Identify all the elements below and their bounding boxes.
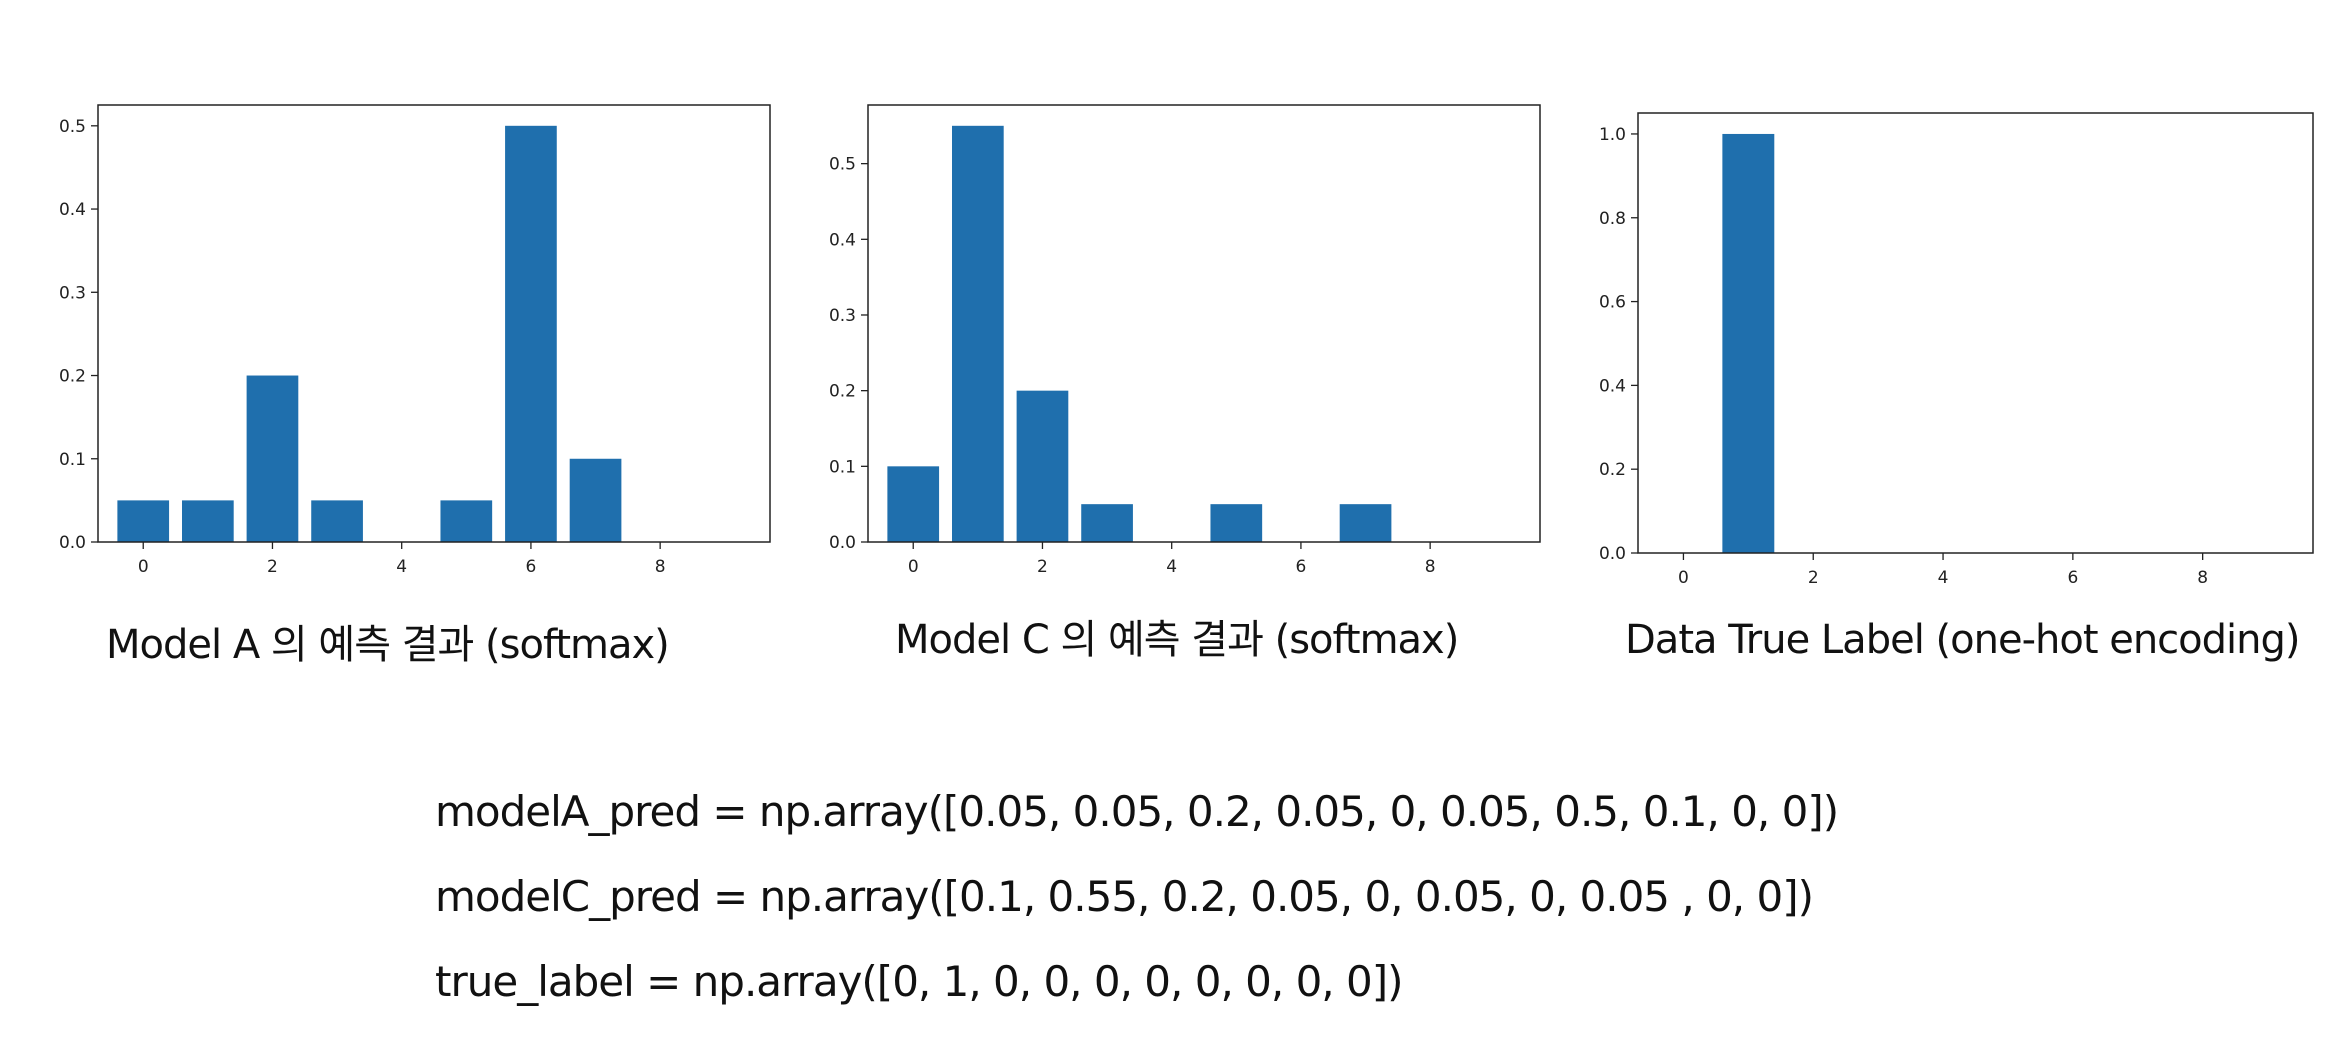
y-tick-label: 0.0 bbox=[59, 533, 86, 553]
x-tick-label: 4 bbox=[1166, 557, 1177, 577]
bar-3 bbox=[311, 500, 363, 542]
axes-frame bbox=[867, 104, 1541, 543]
bar-6 bbox=[505, 125, 557, 543]
x-tick-label: 0 bbox=[138, 557, 149, 577]
x-tick-label: 8 bbox=[1425, 557, 1436, 577]
y-tick-label: 0.2 bbox=[829, 382, 856, 402]
y-tick-label: 0.4 bbox=[59, 200, 86, 220]
true-label-chart-svg: 0.0 0.2 0.4 0.6 0.8 1.0 0 2 4 6 8 bbox=[1599, 112, 2314, 588]
model-a-chart-svg: 0.0 0.1 0.2 0.3 0.4 0.5 0 2 4 6 8 bbox=[59, 104, 771, 577]
y-tick-label: 0.1 bbox=[829, 457, 856, 477]
axes-frame bbox=[97, 104, 771, 543]
bar-1 bbox=[1722, 133, 1775, 553]
model-c-chart: 0.0 0.1 0.2 0.3 0.4 0.5 0 2 4 6 8 bbox=[805, 100, 1550, 590]
bar-7 bbox=[569, 458, 622, 542]
bar-5 bbox=[440, 500, 493, 542]
x-tick-label: 2 bbox=[267, 557, 278, 577]
y-tick-label: 0.0 bbox=[1599, 544, 1626, 564]
x-tick-label: 6 bbox=[526, 557, 537, 577]
axes-frame bbox=[1637, 112, 2314, 554]
y-tick-label: 0.2 bbox=[59, 367, 86, 387]
x-tick-label: 2 bbox=[1037, 557, 1048, 577]
y-tick-label: 0.8 bbox=[1599, 209, 1626, 229]
x-tick-label: 6 bbox=[1296, 557, 1307, 577]
bar-1 bbox=[182, 500, 234, 542]
y-tick-label: 0.2 bbox=[1599, 460, 1626, 480]
x-tick-label: 4 bbox=[396, 557, 407, 577]
model-c-chart-svg: 0.0 0.1 0.2 0.3 0.4 0.5 0 2 4 6 8 bbox=[829, 104, 1541, 577]
y-tick-label: 0.6 bbox=[1599, 293, 1626, 313]
bar-2 bbox=[1016, 390, 1069, 542]
x-tick-label: 8 bbox=[655, 557, 666, 577]
bar-5 bbox=[1210, 504, 1263, 542]
bar-7 bbox=[1339, 504, 1392, 542]
y-tick-label: 0.1 bbox=[59, 450, 86, 470]
true-label-caption: Data True Label (one-hot encoding) bbox=[1625, 617, 2300, 663]
x-tick-label: 8 bbox=[2197, 568, 2208, 588]
x-tick-label: 2 bbox=[1808, 568, 1819, 588]
code-line-model-c: modelC_pred = np.array([0.1, 0.55, 0.2, … bbox=[435, 872, 1814, 921]
y-tick-label: 0.0 bbox=[829, 533, 856, 553]
bar-1 bbox=[952, 125, 1004, 543]
y-tick-label: 0.5 bbox=[829, 155, 856, 175]
y-tick-label: 0.3 bbox=[829, 306, 856, 326]
y-tick-label: 0.3 bbox=[59, 283, 86, 303]
x-tick-label: 0 bbox=[908, 557, 919, 577]
code-line-model-a: modelA_pred = np.array([0.05, 0.05, 0.2,… bbox=[435, 787, 1839, 836]
bar-0 bbox=[887, 466, 940, 542]
bar-3 bbox=[1081, 504, 1133, 542]
model-c-caption: Model C 의 예측 결과 (softmax) bbox=[895, 617, 1459, 663]
y-tick-label: 0.4 bbox=[829, 230, 856, 250]
bar-2 bbox=[246, 375, 299, 542]
x-tick-label: 0 bbox=[1678, 568, 1689, 588]
model-a-chart: 0.0 0.1 0.2 0.3 0.4 0.5 0 2 4 6 8 bbox=[35, 100, 780, 590]
x-tick-label: 6 bbox=[2067, 568, 2078, 588]
y-tick-label: 1.0 bbox=[1599, 125, 1626, 145]
y-tick-label: 0.4 bbox=[1599, 376, 1626, 396]
true-label-chart: 0.0 0.2 0.4 0.6 0.8 1.0 0 2 4 6 8 bbox=[1575, 108, 2330, 598]
bar-0 bbox=[117, 500, 170, 542]
y-tick-label: 0.5 bbox=[59, 117, 86, 137]
x-tick-label: 4 bbox=[1938, 568, 1949, 588]
model-a-caption: Model A 의 예측 결과 (softmax) bbox=[106, 622, 670, 668]
code-line-true-label: true_label = np.array([0, 1, 0, 0, 0, 0,… bbox=[435, 957, 1403, 1006]
